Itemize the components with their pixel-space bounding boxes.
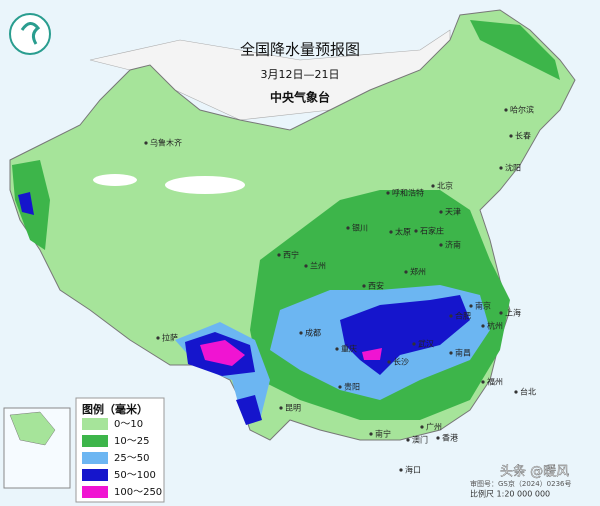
city-dot	[499, 311, 503, 315]
city-label: 兰州	[310, 261, 326, 271]
city-dot	[362, 284, 366, 288]
city-label: 银川	[352, 223, 368, 233]
approval-number: 审图号：GS京（2024）0236号	[470, 479, 572, 488]
legend-swatch	[82, 486, 108, 498]
city-label: 西宁	[283, 250, 299, 260]
city-dot	[404, 270, 408, 274]
city-dot	[406, 438, 410, 442]
city-dot	[514, 390, 518, 394]
city-dot	[299, 331, 303, 335]
city-label: 澳门	[412, 435, 428, 445]
city-label: 济南	[445, 240, 461, 250]
city-dot	[304, 264, 308, 268]
city-dot	[431, 184, 435, 188]
city-dot	[412, 342, 416, 346]
city-label: 郑州	[410, 267, 426, 277]
city-dot	[439, 243, 443, 247]
map-title: 全国降水量预报图	[240, 41, 360, 59]
city-label: 长春	[515, 131, 531, 141]
city-dot	[335, 347, 339, 351]
city-label: 广州	[426, 422, 442, 432]
city-label: 沈阳	[505, 163, 521, 173]
city-dot	[387, 360, 391, 364]
city-dot	[481, 324, 485, 328]
watermark: 头条 @暖风	[500, 464, 569, 480]
legend-label: 0～10	[114, 419, 143, 430]
city-label: 贵阳	[344, 382, 360, 392]
city-dot	[389, 230, 393, 234]
city-dot	[279, 406, 283, 410]
city-dot	[414, 229, 418, 233]
city-label: 拉萨	[162, 333, 178, 343]
city-dot	[504, 108, 508, 112]
city-label: 杭州	[487, 321, 503, 331]
city-dot	[481, 380, 485, 384]
city-dot	[439, 210, 443, 214]
city-label: 石家庄	[420, 226, 444, 236]
agency: 中央气象台	[270, 90, 330, 105]
logo	[9, 13, 51, 55]
city-label: 南京	[475, 301, 491, 311]
legend-label: 10～25	[114, 436, 149, 447]
legend-swatch	[82, 469, 108, 481]
legend-swatch	[82, 435, 108, 447]
city-label: 南昌	[455, 348, 471, 358]
city-dot	[338, 385, 342, 389]
city-label: 台北	[520, 387, 536, 397]
city-label: 香港	[442, 433, 458, 443]
city-label: 海口	[405, 465, 421, 475]
legend-swatch	[82, 418, 108, 430]
legend-label: 100～250	[114, 487, 162, 498]
city-label: 合肥	[455, 311, 471, 321]
rain-zone	[200, 340, 382, 366]
city-dot	[346, 226, 350, 230]
city-label: 哈尔滨	[510, 105, 534, 115]
legend-swatch	[82, 452, 108, 464]
date-range: 3月12日—21日	[261, 68, 340, 81]
city-dot	[436, 436, 440, 440]
city-dot	[386, 191, 390, 195]
city-label: 上海	[505, 308, 521, 318]
no-rain-area	[93, 174, 137, 186]
city-label: 呼和浩特	[392, 188, 424, 198]
city-dot	[144, 141, 148, 145]
city-dot	[420, 425, 424, 429]
inset-land	[9, 411, 56, 446]
city-label: 重庆	[341, 344, 357, 354]
scale: 比例尺 1:20 000 000	[470, 489, 550, 499]
city-dot	[499, 166, 503, 170]
legend-title: 图例（毫米）	[82, 402, 148, 416]
city-dot	[277, 253, 281, 257]
city-label: 乌鲁木齐	[150, 138, 182, 148]
city-label: 成都	[305, 328, 321, 338]
city-label: 福州	[487, 378, 503, 387]
city-dot	[369, 432, 373, 436]
city-label: 太原	[395, 227, 411, 237]
city-label: 长沙	[393, 357, 409, 367]
legend-box	[75, 397, 165, 503]
city-label: 天津	[445, 207, 461, 217]
city-dot	[156, 336, 160, 340]
city-label: 昆明	[285, 404, 301, 413]
city-dot	[449, 314, 453, 318]
city-dot	[449, 351, 453, 355]
city-dot	[509, 134, 513, 138]
legend: 图例（毫米） 0～10 10～25 25～50 50～100 100～250	[75, 397, 165, 503]
city-label: 北京	[437, 181, 453, 191]
city-label: 武汉	[418, 339, 434, 349]
city-label: 西安	[368, 281, 384, 291]
rain-zone	[18, 192, 470, 425]
legend-label: 50～100	[114, 470, 156, 481]
city-label: 南宁	[375, 429, 391, 439]
legend-label: 25～50	[114, 453, 149, 464]
logo-mark	[20, 22, 41, 45]
no-rain-area	[165, 176, 245, 194]
city-dot	[399, 468, 403, 472]
city-dot	[469, 304, 473, 308]
